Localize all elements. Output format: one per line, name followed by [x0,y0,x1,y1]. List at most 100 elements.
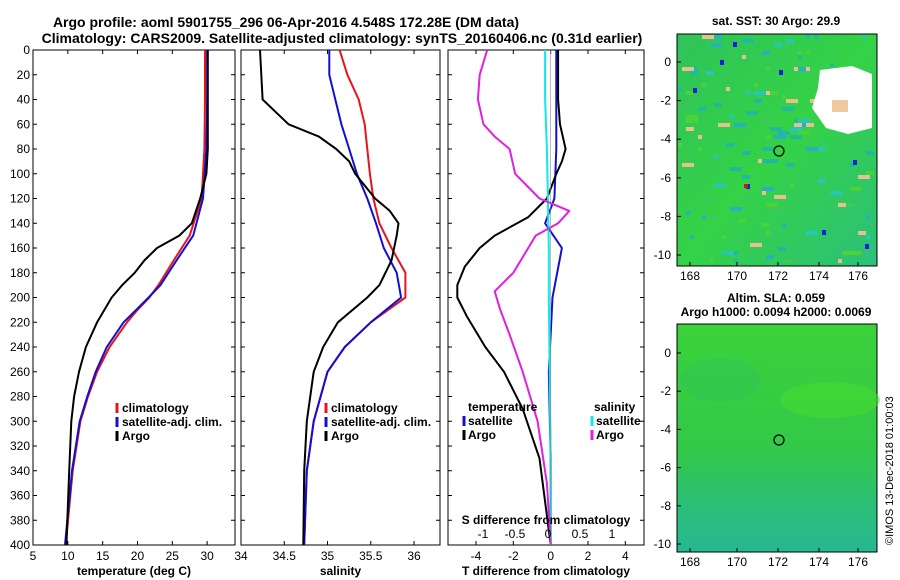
sst-cell [798,51,802,55]
sst-map-cells [678,35,874,263]
sst-cell [698,107,706,111]
sst-cell [806,231,818,235]
secondary-tick-label: 1 [609,527,616,541]
sst-cell [798,55,802,59]
legend-label: satellite [596,414,641,428]
sst-cell [770,127,782,131]
sst-cell [766,203,778,207]
sst-cell [830,191,842,195]
sst-cell [762,223,770,227]
series-line-satellite-adj.-clim. [64,50,209,545]
sst-cell [794,123,802,127]
y-tick-label: 180 [10,266,30,280]
sst-cell [766,135,770,139]
salinity-axes-frame [240,49,441,546]
sst-cell [862,35,866,39]
sst-cell [762,159,774,163]
sla-map-patch [680,358,760,402]
sla-map-background [676,323,878,553]
map-y-tick-label: -4 [660,422,671,436]
sst-cell [690,71,698,75]
sst-cell [746,111,758,115]
legend-label: satellite-adj. clim. [122,415,222,429]
sst-map: sat. SST: 30 Argo: 29.9 168 170 172 174 176 0… [654,14,878,283]
sst-cell [766,91,770,95]
sst-cell [762,187,774,191]
legend-label: climatology [122,401,189,415]
y-tick-label: 140 [10,216,30,230]
series-line-Argo [65,50,209,545]
sst-cell [818,179,826,183]
y-tick-label: 200 [10,291,30,305]
map-y-tick-label: 0 [664,55,671,69]
legend-label: climatology [331,401,398,415]
y-tick-label: 20 [17,68,31,82]
sst-cell [818,147,826,151]
series-line-T-Argo [456,50,567,545]
sst-cell [750,55,754,59]
y-tick-label: 400 [10,538,30,552]
sst-cell [830,63,834,67]
map-x-tick-label: 168 [680,555,700,569]
sst-cell [762,119,774,123]
legend-title: temperature [468,400,538,414]
salinity-series [259,50,407,545]
sst-map-axes: 168 170 172 174 176 0 -2 -4 -6 -8 -10 [654,55,869,283]
y-tick-label: 220 [10,315,30,329]
y-tick-label: 100 [10,167,30,181]
sst-cell [758,159,762,163]
sst-cell [722,235,726,239]
y-tick-label: 360 [10,489,30,503]
sst-cell [806,71,814,75]
x-tick-label: 25 [166,549,180,563]
x-tick-label: 35.5 [359,549,383,563]
sst-cell [690,235,694,239]
x-tick-label: 10 [61,549,75,563]
sst-cell [798,131,810,135]
sst-cell [754,91,766,95]
sst-cell [714,183,726,187]
map-y-tick-label: -6 [660,171,671,185]
y-tick-label: 300 [10,414,30,428]
sst-cell [730,167,742,171]
x-tick-label: 20 [131,549,145,563]
sst-cell [718,123,730,127]
sst-cell [702,199,714,203]
sst-cell [858,231,866,235]
y-tick-label: 120 [10,192,30,206]
figure-title-line2: Climatology: CARS2009. Satellite-adjuste… [42,30,643,46]
sst-cell [686,91,694,95]
sst-cell [742,151,750,155]
temperature-series [64,50,209,545]
x-tick-label: 2 [585,549,592,563]
map-y-tick-label: -2 [660,94,671,108]
map-y-tick-label: -2 [660,384,671,398]
figure-title-line1: Argo profile: aoml 5901755_296 06-Apr-20… [53,14,519,30]
sst-cell [806,51,810,55]
sst-map-title: sat. SST: 30 Argo: 29.9 [712,14,841,28]
sla-map: Altim. SLA: 0.059 Argo h1000: 0.0094 h20… [654,291,880,569]
sst-cell [802,123,806,127]
x-tick-label: 30 [200,549,214,563]
sla-map-title-line1: Altim. SLA: 0.059 [727,291,825,305]
series-line-Argo [259,50,400,545]
map-x-tick-label: 172 [768,269,788,283]
sst-cell [754,99,762,103]
sst-cell [766,255,774,259]
sst-cell [866,151,874,155]
sst-cell [838,203,846,207]
sst-cell [710,259,714,263]
x-tick-label: 15 [96,549,110,563]
sst-cell [866,171,874,175]
sst-cell [790,127,802,131]
sst-cell [678,87,682,91]
sst-cell [754,83,758,87]
sst-cell [678,103,682,107]
x-tick-label: 35 [321,549,335,563]
sst-cell [744,184,748,188]
sst-cell [694,67,698,71]
map-y-tick-label: -6 [660,461,671,475]
sst-cell [702,35,714,39]
sst-cell [686,211,690,215]
